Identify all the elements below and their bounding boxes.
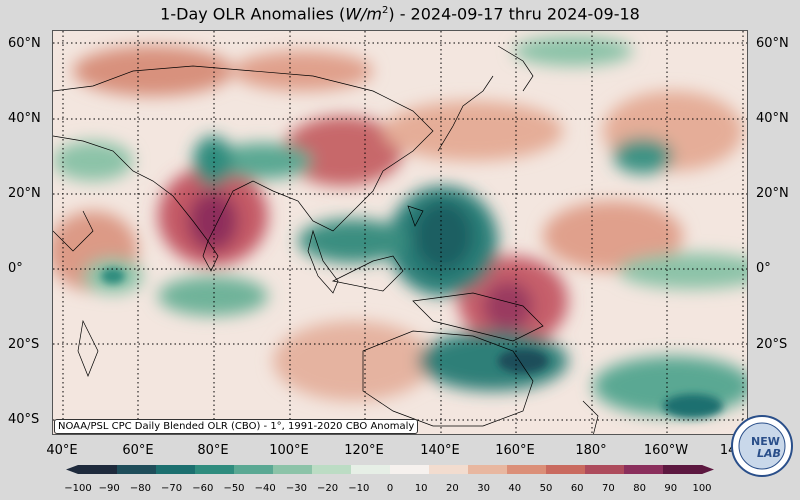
colorbar-segment [429, 465, 469, 474]
lat-label-40s-left: 40°S [8, 412, 40, 427]
colorbar-min-extend [66, 465, 78, 474]
lon-label-80e: 80°E [197, 443, 229, 458]
colorbar-segment [390, 465, 430, 474]
lon-label-120e: 120°E [344, 443, 384, 458]
lon-label-140e: 140°E [420, 443, 460, 458]
lon-label-100e: 100°E [269, 443, 309, 458]
colorbar-tick-label: 20 [446, 483, 459, 494]
colorbar-tick-label: −70 [161, 483, 183, 494]
lat-label-60n-left: 60°N [8, 36, 41, 51]
lab-logo: NEW LAB [731, 415, 793, 477]
coastlines [53, 45, 599, 434]
colorbar-tick-label: −90 [98, 483, 120, 494]
lat-label-40n-right: 40°N [756, 111, 789, 126]
colorbar-segment [507, 465, 547, 474]
colorbar-tick-label: 10 [414, 483, 428, 494]
colorbar-segment [273, 465, 313, 474]
colorbar-segment [156, 465, 196, 474]
colorbar-tick-label: 100 [692, 483, 712, 494]
lon-label-160w: 160°W [643, 443, 689, 458]
colorbar-segment [234, 465, 274, 474]
colorbar-tick-label: 90 [664, 483, 678, 494]
logo-text-1: NEW [751, 435, 780, 448]
lat-label-40n-left: 40°N [8, 111, 41, 126]
source-note: NOAA/PSL CPC Daily Blended OLR (CBO) - 1… [54, 419, 419, 434]
logo-text-2: LAB [757, 447, 781, 460]
colorbar-tick-label: −10 [348, 483, 370, 494]
colorbar-tick-label: −100 [64, 483, 92, 494]
colorbar-segment [78, 465, 118, 474]
colorbar-tick-label: −20 [317, 483, 339, 494]
colorbar-tick-label: −50 [223, 483, 245, 494]
lat-label-20n-right: 20°N [756, 186, 789, 201]
colorbar-tick-label: 70 [602, 483, 615, 494]
colorbar-segment [624, 465, 664, 474]
colorbar-tick-label: −40 [254, 483, 276, 494]
olr-anomaly-map [52, 30, 748, 435]
colorbar-tick-label: −30 [285, 483, 307, 494]
map-canvas [53, 31, 747, 434]
colorbar-tick-label: 50 [539, 483, 553, 494]
lon-label-60e: 60°E [122, 443, 154, 458]
lat-label-eq-left: 0° [8, 261, 23, 276]
colorbar-segment [195, 465, 235, 474]
lat-label-60n-right: 60°N [756, 36, 789, 51]
colorbar-tick-label: −80 [129, 483, 151, 494]
colorbar-tick-label: 80 [633, 483, 646, 494]
colorbar-tick-label: 30 [477, 483, 490, 494]
anomaly-streaks [101, 268, 723, 418]
colorbar-segment [546, 465, 586, 474]
colorbar-tick-label: −60 [192, 483, 214, 494]
page-title: 1-Day OLR Anomalies (W/m2) - 2024-09-17 … [160, 4, 640, 24]
colorbar-max-extend [702, 465, 714, 474]
lat-label-20n-left: 20°N [8, 186, 41, 201]
colorbar-tick-label: 0 [386, 483, 394, 494]
colorbar-segment [585, 465, 625, 474]
lat-label-20s-left: 20°S [8, 337, 40, 352]
colorbar-segment [468, 465, 508, 474]
lat-label-eq-right: 0° [756, 261, 771, 276]
colorbar-tick-label: 40 [508, 483, 522, 494]
lon-label-40e: 40°E [46, 443, 78, 458]
colorbar [66, 465, 714, 474]
colorbar-segment [312, 465, 352, 474]
lat-label-20s-right: 20°S [756, 337, 788, 352]
anomaly-field [53, 36, 747, 416]
colorbar-segment [351, 465, 391, 474]
colorbar-tick-label: 60 [570, 483, 584, 494]
colorbar-segment [663, 465, 703, 474]
colorbar-segment [117, 465, 157, 474]
lon-label-160e: 160°E [495, 443, 535, 458]
lon-label-180: 180° [575, 443, 607, 458]
